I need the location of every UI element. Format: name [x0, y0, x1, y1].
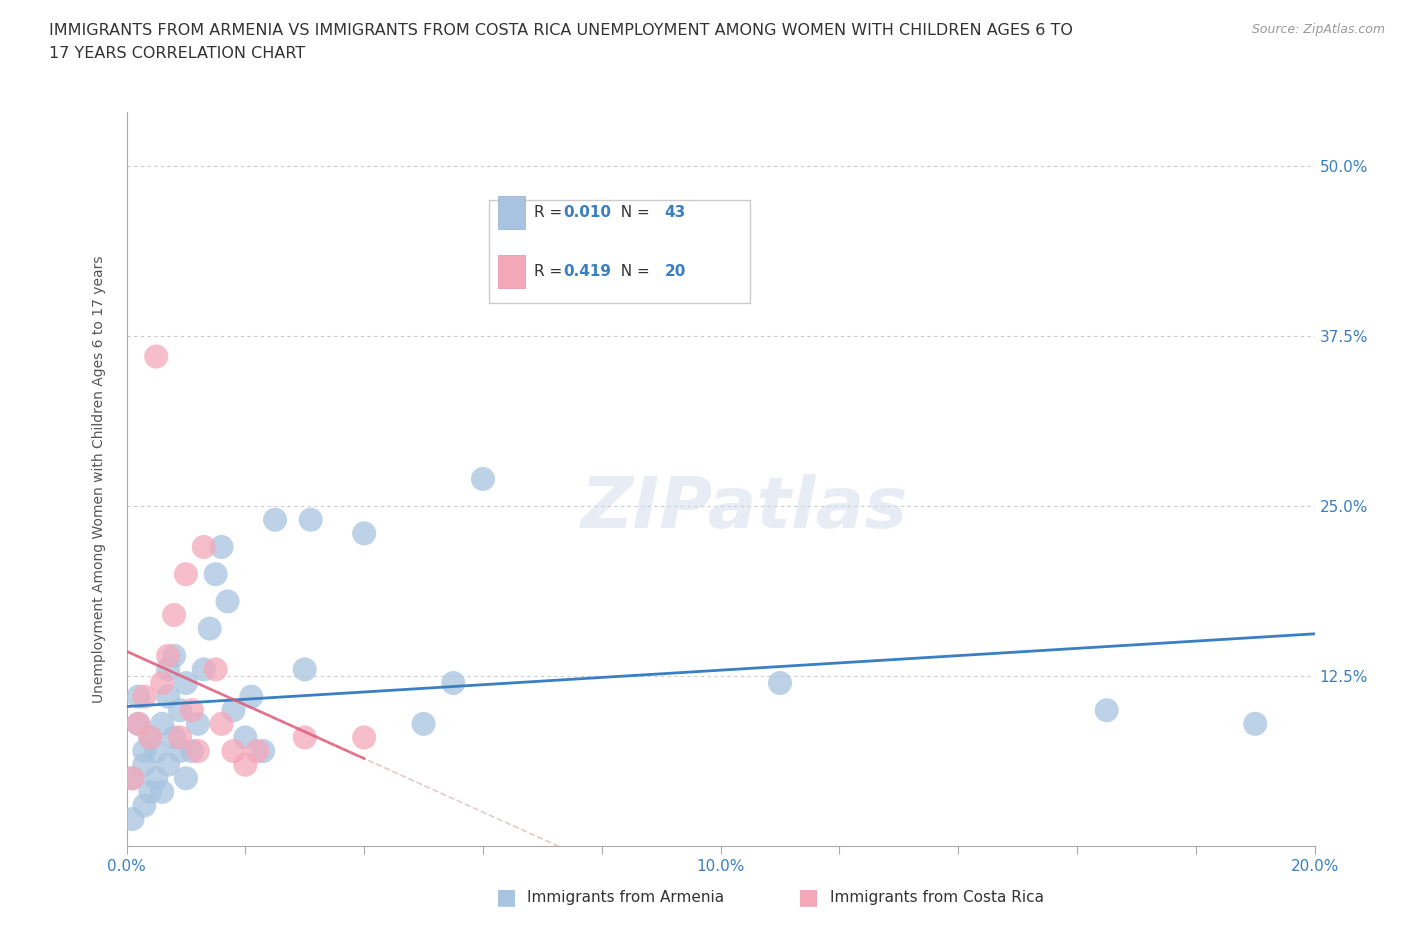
Point: [211, 716, 233, 731]
Text: R =: R =: [534, 264, 567, 279]
Point: [157, 689, 180, 704]
Text: N =: N =: [612, 206, 655, 220]
Point: [163, 607, 186, 622]
Point: [299, 512, 322, 527]
Point: [233, 730, 257, 745]
Text: ■: ■: [799, 887, 818, 908]
Point: [180, 703, 202, 718]
Text: 17 YEARS CORRELATION CHART: 17 YEARS CORRELATION CHART: [49, 46, 305, 61]
Point: [353, 730, 375, 745]
Point: [240, 689, 263, 704]
Text: Immigrants from Costa Rica: Immigrants from Costa Rica: [830, 890, 1043, 905]
Point: [294, 730, 316, 745]
Point: [412, 716, 434, 731]
Point: [174, 675, 197, 690]
Point: [150, 716, 173, 731]
Text: IMMIGRANTS FROM ARMENIA VS IMMIGRANTS FROM COSTA RICA UNEMPLOYMENT AMONG WOMEN W: IMMIGRANTS FROM ARMENIA VS IMMIGRANTS FR…: [49, 23, 1073, 38]
Text: Source: ZipAtlas.com: Source: ZipAtlas.com: [1251, 23, 1385, 36]
Text: 0.010: 0.010: [564, 206, 612, 220]
Point: [127, 716, 149, 731]
Point: [145, 771, 167, 786]
Point: [134, 744, 156, 759]
Point: [134, 798, 156, 813]
Point: [441, 675, 464, 690]
Point: [139, 730, 162, 745]
Point: [127, 689, 149, 704]
Point: [169, 730, 191, 745]
Point: [246, 744, 269, 759]
Point: [769, 675, 792, 690]
Point: [150, 784, 173, 799]
Text: Immigrants from Armenia: Immigrants from Armenia: [527, 890, 724, 905]
Text: N =: N =: [612, 264, 655, 279]
Point: [157, 662, 180, 677]
Point: [1095, 703, 1118, 718]
Point: [193, 539, 215, 554]
Point: [121, 812, 143, 827]
Point: [233, 757, 257, 772]
Point: [217, 594, 239, 609]
Y-axis label: Unemployment Among Women with Children Ages 6 to 17 years: Unemployment Among Women with Children A…: [91, 255, 105, 703]
Point: [264, 512, 287, 527]
Point: [139, 784, 162, 799]
Point: [198, 621, 221, 636]
Point: [157, 757, 180, 772]
Point: [252, 744, 274, 759]
Point: [211, 539, 233, 554]
Point: [1244, 716, 1267, 731]
Point: [204, 566, 226, 581]
Point: [169, 744, 191, 759]
Point: [157, 648, 180, 663]
Text: 43: 43: [665, 206, 686, 220]
Point: [294, 662, 316, 677]
Point: [163, 648, 186, 663]
Point: [193, 662, 215, 677]
Point: [150, 675, 173, 690]
Point: [174, 771, 197, 786]
Text: 0.419: 0.419: [564, 264, 612, 279]
Point: [180, 744, 202, 759]
Text: R =: R =: [534, 206, 567, 220]
Point: [145, 349, 167, 364]
Point: [134, 757, 156, 772]
Point: [187, 744, 209, 759]
FancyBboxPatch shape: [489, 200, 751, 302]
Point: [472, 472, 495, 486]
Text: ■: ■: [496, 887, 516, 908]
Point: [127, 716, 149, 731]
Point: [169, 703, 191, 718]
Point: [174, 566, 197, 581]
Point: [187, 716, 209, 731]
Point: [222, 744, 245, 759]
Point: [204, 662, 226, 677]
FancyBboxPatch shape: [498, 255, 524, 288]
Point: [121, 771, 143, 786]
FancyBboxPatch shape: [498, 196, 524, 229]
Point: [134, 689, 156, 704]
Point: [121, 771, 143, 786]
Text: ZIPatlas: ZIPatlas: [581, 474, 908, 543]
Point: [139, 730, 162, 745]
Point: [353, 526, 375, 541]
Point: [145, 744, 167, 759]
Point: [222, 703, 245, 718]
Point: [163, 730, 186, 745]
Text: 20: 20: [665, 264, 686, 279]
